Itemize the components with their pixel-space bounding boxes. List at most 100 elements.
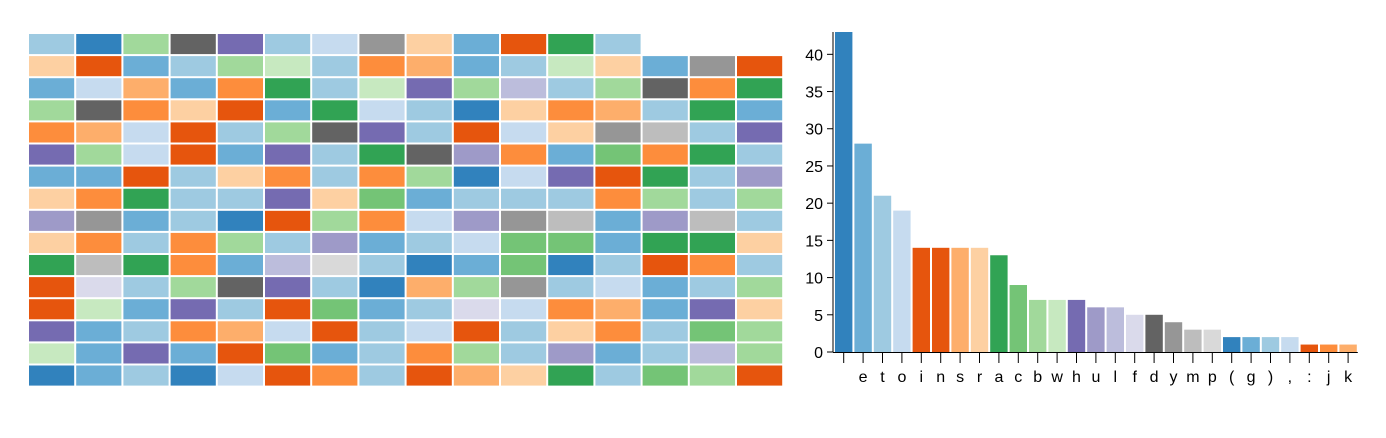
grid-cell: [217, 56, 263, 77]
grid-cell: [501, 122, 547, 143]
grid-cell: [689, 365, 735, 386]
grid-cell: [406, 343, 452, 364]
grid-cell: [453, 277, 499, 298]
grid-cell: [689, 122, 735, 143]
grid-cell: [123, 56, 169, 77]
grid-cell: [453, 56, 499, 77]
grid-cell: [453, 232, 499, 253]
grid-cell: [76, 210, 122, 231]
grid-cell: [76, 321, 122, 342]
x-tick-label: k: [1344, 369, 1353, 386]
grid-cell: [312, 188, 358, 209]
grid-cell: [737, 299, 783, 320]
bar: [912, 247, 930, 352]
grid-cell: [642, 365, 688, 386]
grid-cell: [595, 343, 641, 364]
bar: [1009, 285, 1027, 352]
x-tick-label: n: [936, 369, 945, 386]
grid-cell: [217, 299, 263, 320]
grid-cell: [312, 34, 358, 55]
grid-cell: [453, 166, 499, 187]
grid-cell: [265, 232, 311, 253]
grid-cell: [170, 56, 216, 77]
grid-cell: [76, 166, 122, 187]
y-tick-label: 20: [805, 196, 823, 213]
grid-cell: [453, 321, 499, 342]
grid-cell: [406, 56, 452, 77]
grid-cell: [217, 166, 263, 187]
grid-cell: [501, 34, 547, 55]
grid-cell: [123, 299, 169, 320]
grid-cell: [406, 166, 452, 187]
grid-cell: [170, 166, 216, 187]
grid-cell: [595, 166, 641, 187]
grid-cell: [123, 232, 169, 253]
grid-cell: [265, 56, 311, 77]
grid-cell: [217, 144, 263, 165]
grid-cell: [689, 78, 735, 99]
grid-cell: [76, 144, 122, 165]
grid-cell: [312, 56, 358, 77]
bar: [1339, 344, 1357, 352]
grid-cell: [217, 232, 263, 253]
grid-cell: [123, 255, 169, 276]
grid-cell: [595, 255, 641, 276]
x-tick-label: i: [920, 369, 924, 386]
grid-cell: [642, 321, 688, 342]
bar: [873, 195, 892, 352]
x-tick-label: e: [859, 369, 868, 386]
y-tick-label: 30: [805, 122, 823, 139]
bar: [990, 255, 1008, 352]
bar: [1145, 314, 1163, 352]
grid-cell: [501, 365, 547, 386]
grid-cell: [265, 277, 311, 298]
grid-cell: [737, 122, 783, 143]
grid-cell: [217, 78, 263, 99]
grid-cell: [548, 100, 594, 121]
grid-cell: [737, 210, 783, 231]
grid-cell: [359, 100, 405, 121]
grid-cell: [453, 299, 499, 320]
grid-cell: [453, 122, 499, 143]
grid-cell: [359, 78, 405, 99]
grid-cell: [170, 255, 216, 276]
grid-cell: [689, 232, 735, 253]
grid-cell: [76, 56, 122, 77]
x-tick-label: t: [880, 369, 885, 386]
bar: [1106, 307, 1124, 352]
grid-cell: [548, 299, 594, 320]
grid-cell: [548, 365, 594, 386]
grid-cell: [170, 299, 216, 320]
grid-cell: [737, 100, 783, 121]
x-tick-label: g: [1247, 369, 1256, 386]
grid-cell: [406, 122, 452, 143]
grid-cell: [737, 277, 783, 298]
grid-cell: [170, 78, 216, 99]
grid-cell: [689, 100, 735, 121]
grid-cell: [501, 321, 547, 342]
grid-cell: [217, 188, 263, 209]
x-tick-label: j: [1326, 369, 1331, 386]
grid-cell: [501, 100, 547, 121]
grid-cell: [406, 321, 452, 342]
bar: [1087, 307, 1105, 352]
grid-cell: [359, 166, 405, 187]
grid-cell: [170, 321, 216, 342]
grid-cell: [548, 56, 594, 77]
y-tick-label: 10: [805, 271, 823, 288]
x-tick-label: o: [897, 369, 906, 386]
grid-cell: [359, 34, 405, 55]
grid-cell: [29, 166, 75, 187]
grid-cell: [265, 188, 311, 209]
grid-cell: [217, 365, 263, 386]
x-tick-label: c: [1014, 369, 1022, 386]
grid-cell: [642, 56, 688, 77]
x-tick-label: ,: [1288, 369, 1292, 386]
grid-cell: [406, 365, 452, 386]
grid-cell: [29, 277, 75, 298]
grid-cell: [737, 255, 783, 276]
grid-cell: [76, 277, 122, 298]
bar: [835, 32, 853, 352]
bar: [1261, 337, 1280, 352]
grid-cell: [76, 365, 122, 386]
